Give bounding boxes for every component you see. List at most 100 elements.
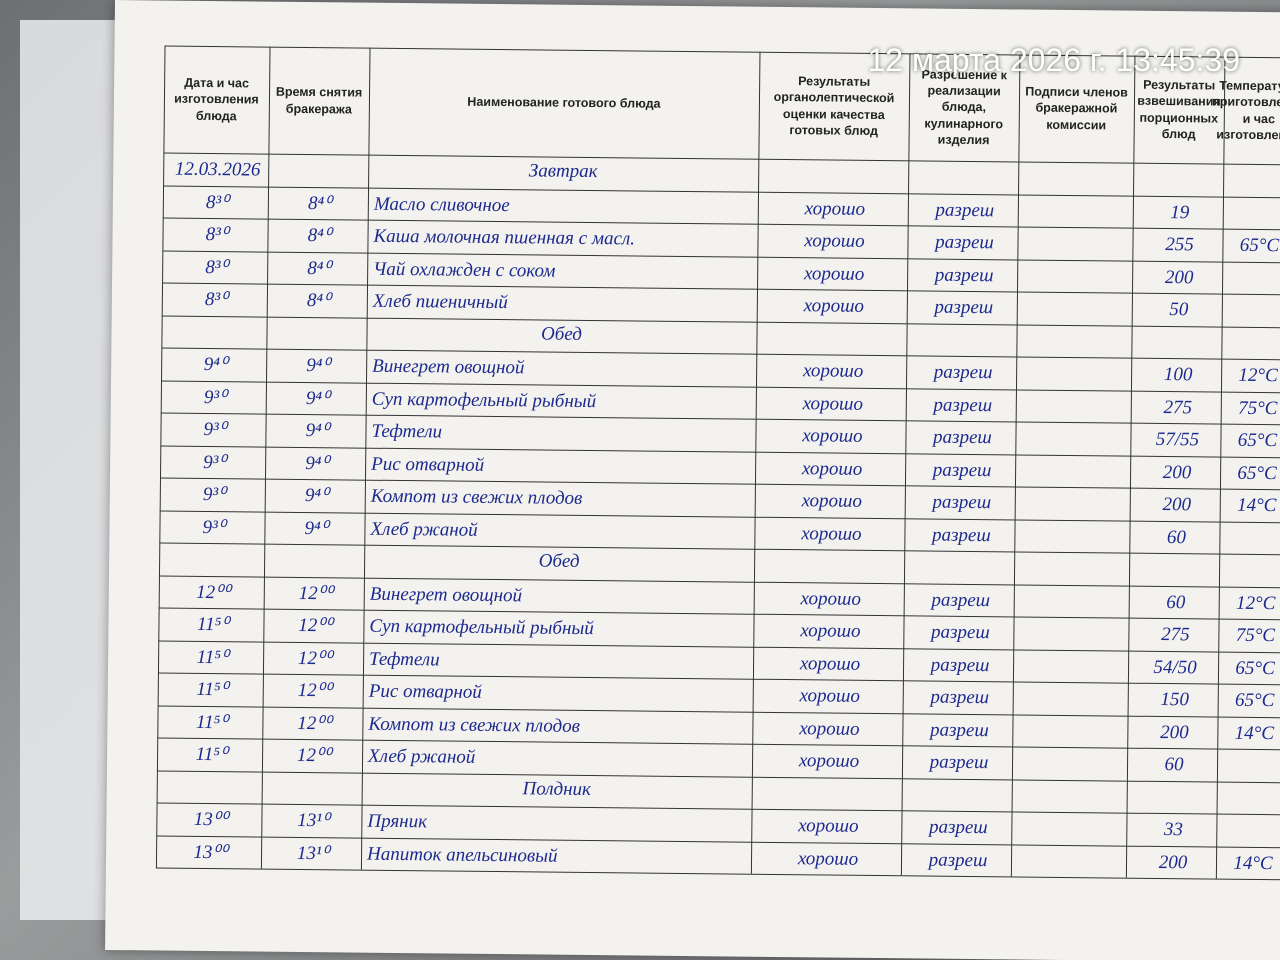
photo-timestamp: 12 марта 2026 г. 13:45:39 [867,42,1240,78]
permit-entry: разреш [935,199,995,221]
quality-entry: хорошо [799,652,861,675]
permit-entry: разреш [933,361,993,384]
quality-entry: хорошо [797,847,859,870]
made-entry: 9³⁰ [203,451,227,473]
temp-entry: 65°C [1235,657,1275,679]
temp-entry: 75°C [1235,624,1276,647]
permit-entry: разреш [930,621,990,644]
temp-entry: 14°C [1234,722,1275,744]
weight-entry: 200 [1162,493,1192,516]
made-entry: 9³⁰ [202,516,226,538]
temp-entry: 65°C [1239,234,1280,257]
made-entry: 12.03.2026 [174,158,261,181]
weight-entry: 200 [1160,721,1189,743]
section-title: Обед [538,550,580,572]
dish-name: Винегрет овощной [369,583,523,606]
permit-entry: разреш [932,491,992,514]
taken-entry: 8⁴⁰ [307,257,332,279]
temp-entry: 75°C [1238,397,1278,419]
permit-entry: разреш [935,231,994,254]
dish-name: Компот из свежих плодов [370,485,583,509]
permit-entry: разреш [928,816,988,839]
taken-entry: 12⁰⁰ [296,744,332,767]
quality-entry: хорошо [804,197,866,220]
made-entry: 13⁰⁰ [193,808,229,831]
taken-entry: 8⁴⁰ [307,225,332,247]
permit-entry: разреш [930,654,990,676]
quality-entry: хорошо [802,425,863,447]
column-header: Дата и час изготовления блюда [174,75,259,123]
temp-entry: 65°C [1234,689,1275,712]
taken-entry: 9⁴⁰ [305,452,330,474]
quality-entry: хорошо [799,717,860,740]
weight-entry: 19 [1170,201,1190,223]
temp-entry: 12°C [1238,364,1278,387]
made-entry: 8³⁰ [204,288,228,311]
quality-entry: хорошо [801,457,863,480]
dish-name: Тефтели [369,648,440,670]
weight-entry: 60 [1166,591,1186,613]
weight-entry: 57/55 [1155,428,1200,451]
weight-entry: 200 [1164,266,1194,288]
made-entry: 9³⁰ [202,483,226,506]
made-entry: 8³⁰ [205,223,229,246]
dish-name: Рис отварной [371,453,485,476]
taken-entry: 12⁰⁰ [298,614,333,637]
made-entry: 13⁰⁰ [193,841,228,863]
temp-entry: 12°C [1235,592,1276,614]
permit-entry: разреш [928,849,988,871]
dish-name: Хлеб пшеничный [372,290,508,314]
section-title: Обед [540,322,583,345]
taken-entry: 9⁴⁰ [304,517,329,539]
made-entry: 12⁰⁰ [196,581,231,603]
quality-entry: хорошо [803,295,865,317]
weight-entry: 255 [1165,234,1194,256]
taken-entry: 9⁴⁰ [305,420,330,442]
dish-name: Рис отварной [368,680,482,703]
taken-entry: 9⁴⁰ [306,355,331,377]
section-title: Завтрак [528,160,598,183]
made-entry: 11⁵⁰ [196,613,229,636]
weight-entry: 150 [1160,688,1190,711]
quality-entry: хорошо [798,815,859,837]
quality-entry: хорошо [801,522,862,545]
quality-entry: хорошо [798,750,860,772]
dish-name: Винегрет овощной [372,355,525,379]
taken-entry: 13¹⁰ [296,842,330,864]
quality-entry: хорошо [799,685,861,707]
made-entry: 9³⁰ [203,418,227,441]
column-header: Наименование готового блюда [467,95,661,112]
temp-entry: 14°C [1237,494,1277,517]
temp-entry: 65°C [1237,462,1277,484]
quality-entry: хорошо [800,587,862,610]
taken-entry: 8⁴⁰ [306,290,331,312]
quality-entry: хорошо [802,392,864,415]
permit-entry: разреш [929,751,989,774]
weight-entry: 100 [1163,364,1193,386]
temp-entry: 65°C [1237,429,1278,452]
quality-entry: хорошо [804,230,865,252]
plastic-sleeve [20,20,120,920]
taken-entry: 8⁴⁰ [307,192,332,214]
taken-entry: 12⁰⁰ [298,582,334,604]
permit-entry: разреш [934,296,994,319]
temp-entry: 14°C [1233,852,1273,874]
made-entry: 11⁵⁰ [195,743,228,766]
dish-name: Напиток апельсиновый [366,843,558,867]
dish-name: Суп картофельный рыбный [369,615,594,640]
weight-entry: 60 [1166,526,1187,548]
permit-entry: разреш [932,426,992,449]
column-header: Время снятия бракеража [275,84,363,116]
made-entry: 11⁵⁰ [196,646,229,668]
made-entry: 9³⁰ [203,386,227,408]
weight-entry: 54/50 [1153,656,1197,678]
taken-entry: 12⁰⁰ [297,712,332,734]
weight-entry: 200 [1162,461,1192,483]
dish-name: Пряник [367,810,428,833]
weight-entry: 60 [1164,754,1184,776]
permit-entry: разреш [933,394,993,416]
permit-entry: разреш [930,686,990,709]
taken-entry: 12⁰⁰ [297,647,333,669]
permit-entry: разреш [929,719,989,741]
